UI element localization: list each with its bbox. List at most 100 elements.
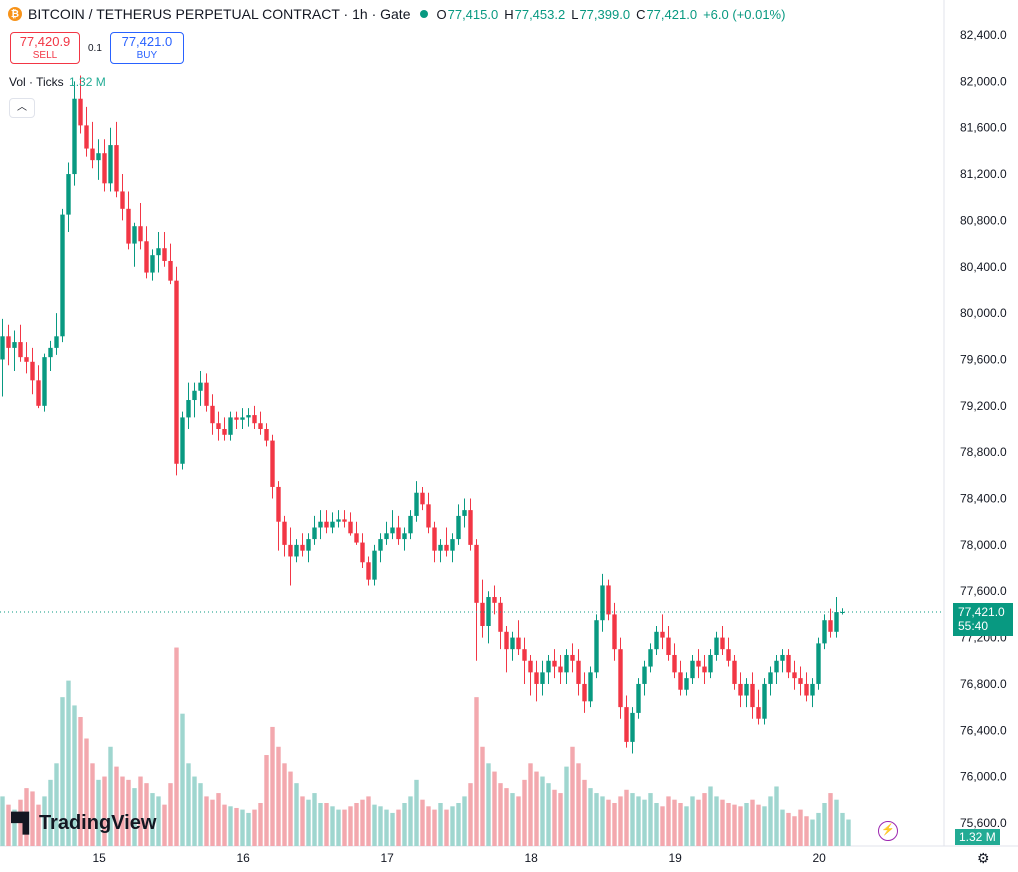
candle-body — [252, 415, 257, 424]
volume-bar — [360, 799, 365, 846]
candle-body — [594, 620, 599, 673]
candle-body — [324, 521, 329, 528]
candle-body — [336, 519, 341, 522]
volume-bar — [594, 793, 599, 846]
x-tick-label: 20 — [813, 851, 827, 865]
candle-body — [534, 672, 539, 684]
y-tick-label: 79,200.0 — [960, 399, 1007, 413]
candle-body — [198, 382, 203, 391]
candle-body — [156, 248, 161, 256]
volume-bar — [216, 793, 221, 846]
volume-bar — [732, 804, 737, 846]
volume-bar — [240, 809, 245, 846]
volume-bar — [834, 799, 839, 846]
candle-body — [516, 637, 521, 650]
volume-bar — [264, 755, 269, 846]
candle-body — [666, 637, 671, 655]
volume-bar — [234, 807, 239, 846]
buy-price: 77,421.0 — [121, 34, 173, 49]
volume-bar — [228, 806, 233, 846]
volume-bar — [522, 779, 527, 846]
volume-bar — [516, 796, 521, 846]
y-tick-label: 80,000.0 — [960, 306, 1007, 320]
volume-bar — [504, 788, 509, 846]
candle-body — [510, 637, 515, 650]
volume-bar — [444, 809, 449, 846]
candle-body — [468, 510, 473, 545]
candle-body — [744, 683, 749, 696]
volume-bar — [390, 812, 395, 846]
collapse-legend-button[interactable]: ︿ — [9, 98, 35, 118]
volume-bar — [816, 812, 821, 846]
symbol-title[interactable]: BITCOIN / TETHERUS PERPETUAL CONTRACT · … — [28, 6, 411, 22]
buy-button[interactable]: 77,421.0 BUY — [109, 32, 184, 64]
volume-bar — [774, 786, 779, 846]
symbol-header[interactable]: ₿ BITCOIN / TETHERUS PERPETUAL CONTRACT … — [8, 6, 785, 22]
volume-bar — [288, 771, 293, 846]
volume-badge: 1.32 M — [955, 829, 1000, 845]
volume-bar — [186, 763, 191, 846]
candle-body — [90, 148, 95, 161]
gear-icon[interactable]: ⚙ — [977, 850, 990, 866]
candle-body — [300, 544, 305, 551]
x-tick-label: 19 — [669, 851, 683, 865]
candle-body — [570, 654, 575, 661]
candle-body — [150, 255, 155, 273]
trade-panel: 77,420.9 SELL 0.1 77,421.0 BUY — [10, 32, 184, 64]
candle-body — [774, 660, 779, 673]
volume-bar — [396, 809, 401, 846]
candle-body — [180, 417, 185, 464]
volume-bar — [192, 776, 197, 846]
tradingview-logo[interactable]: ▀▌ TradingView — [11, 812, 156, 835]
volume-bar — [666, 796, 671, 846]
candle-body — [288, 544, 293, 557]
lightning-icon[interactable]: ⚡ — [878, 821, 898, 841]
volume-bar — [684, 806, 689, 846]
x-tick-label: 15 — [93, 851, 107, 865]
volume-bar — [336, 809, 341, 846]
sell-price: 77,420.9 — [19, 34, 71, 49]
candle-body — [36, 380, 41, 406]
candle-body — [756, 707, 761, 719]
candle-body — [432, 527, 437, 551]
candle-body — [318, 521, 323, 528]
volume-bar — [600, 796, 605, 846]
volume-bar — [426, 806, 431, 846]
candle-body — [102, 153, 107, 184]
candle-body — [60, 214, 65, 337]
volume-bar — [708, 786, 713, 846]
candle-body — [798, 678, 803, 684]
candle-body — [270, 440, 275, 487]
sell-button[interactable]: 77,420.9 SELL — [10, 32, 80, 64]
candle-body — [714, 637, 719, 655]
candle-body — [678, 672, 683, 690]
candle-body — [246, 415, 251, 418]
y-tick-label: 78,800.0 — [960, 445, 1007, 459]
y-tick-label: 80,800.0 — [960, 213, 1007, 227]
candle-body — [372, 550, 377, 580]
candle-body — [474, 544, 479, 603]
volume-bar — [150, 793, 155, 846]
volume-bar — [564, 766, 569, 846]
volume-bar — [798, 809, 803, 846]
candle-body — [240, 417, 245, 420]
candle-body — [30, 361, 35, 381]
candle-body — [750, 683, 755, 708]
candle-body — [342, 519, 347, 522]
candle-body — [540, 672, 545, 684]
volume-bar — [702, 793, 707, 846]
volume-bar — [372, 804, 377, 846]
candle-body — [360, 542, 365, 563]
volume-bar — [618, 796, 623, 846]
volume-bar — [558, 793, 563, 846]
volume-bar — [804, 816, 809, 846]
volume-bar — [174, 647, 179, 846]
volume-bar — [726, 803, 731, 846]
volume-legend[interactable]: Vol · Ticks 1.32 M — [9, 75, 106, 89]
candle-body — [690, 660, 695, 679]
volume-bar — [612, 803, 617, 846]
candle-body — [18, 342, 23, 358]
volume-bar — [348, 806, 353, 846]
volume-bar — [378, 806, 383, 846]
